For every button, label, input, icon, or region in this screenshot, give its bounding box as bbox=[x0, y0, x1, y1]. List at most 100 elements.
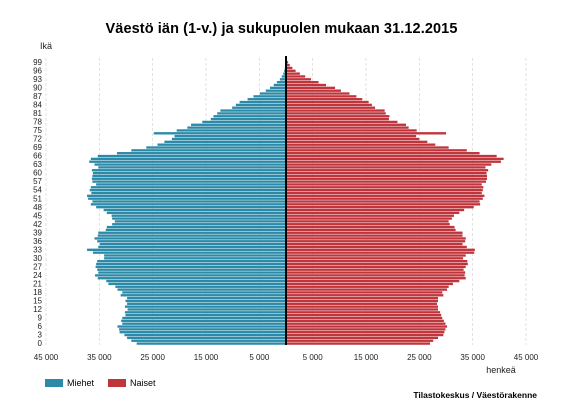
y-tick-78: 78 bbox=[33, 118, 42, 127]
female-bar-age-90 bbox=[286, 86, 336, 90]
female-bar-age-42 bbox=[286, 223, 450, 226]
male-bar-age-89 bbox=[265, 89, 286, 92]
male-bar-age-94 bbox=[281, 75, 286, 78]
female-bar-age-51 bbox=[286, 197, 483, 200]
female-bar-age-27 bbox=[286, 265, 466, 269]
male-bar-age-77 bbox=[191, 123, 286, 126]
female-bar-age-63 bbox=[286, 163, 492, 166]
female-bar-age-9 bbox=[286, 316, 443, 320]
y-tick-30: 30 bbox=[33, 254, 42, 263]
male-bars bbox=[87, 58, 287, 345]
male-bar-age-13 bbox=[124, 305, 286, 308]
male-bar-age-57 bbox=[92, 180, 287, 183]
female-bar-age-89 bbox=[286, 89, 341, 92]
legend-entry-female: Naiset bbox=[108, 378, 156, 388]
male-bar-age-2 bbox=[127, 336, 286, 340]
male-bar-age-29 bbox=[97, 260, 286, 263]
male-bar-age-4 bbox=[119, 331, 286, 334]
x-tick-7: 25 000 bbox=[407, 353, 432, 362]
y-tick-75: 75 bbox=[33, 126, 42, 135]
male-bar-age-81 bbox=[217, 112, 286, 115]
x-tick-3: 15 000 bbox=[194, 353, 219, 362]
y-tick-18: 18 bbox=[33, 288, 42, 297]
male-bar-age-16 bbox=[127, 296, 286, 300]
female-bar-age-58 bbox=[286, 177, 488, 180]
female-bar-age-8 bbox=[286, 319, 444, 323]
male-bar-age-17 bbox=[120, 294, 287, 297]
female-bar-age-49 bbox=[286, 203, 481, 206]
male-bar-age-85 bbox=[239, 100, 286, 104]
female-bar-age-54 bbox=[286, 188, 483, 192]
female-bars bbox=[286, 58, 504, 345]
female-bar-age-62 bbox=[286, 166, 486, 169]
y-tick-72: 72 bbox=[33, 135, 42, 144]
male-bar-age-20 bbox=[115, 285, 286, 288]
y-tick-81: 81 bbox=[33, 109, 42, 118]
male-bar-age-21 bbox=[108, 282, 287, 286]
female-bar-age-11 bbox=[286, 311, 441, 314]
female-bar-age-14 bbox=[286, 302, 437, 305]
female-bar-age-79 bbox=[286, 117, 389, 121]
female-bar-age-84 bbox=[286, 103, 372, 107]
male-bar-age-78 bbox=[202, 120, 286, 124]
chart-title: Väestö iän (1-v.) ja sukupuolen mukaan 3… bbox=[105, 21, 458, 37]
x-tick-1: 35 000 bbox=[87, 353, 112, 362]
y-tick-90: 90 bbox=[33, 83, 42, 92]
female-bar-age-32 bbox=[286, 251, 475, 254]
source-credit: Tilastokeskus / Väestörakenne bbox=[413, 390, 537, 400]
male-bar-age-37 bbox=[94, 237, 287, 240]
female-bar-age-81 bbox=[286, 112, 386, 115]
y-tick-36: 36 bbox=[33, 237, 42, 246]
male-bar-age-59 bbox=[92, 174, 287, 178]
y-tick-93: 93 bbox=[33, 75, 42, 84]
male-bar-age-41 bbox=[106, 225, 286, 229]
y-tick-42: 42 bbox=[33, 220, 42, 229]
male-bar-age-87 bbox=[253, 95, 286, 98]
female-bar-age-18 bbox=[286, 291, 443, 294]
male-bar-age-43 bbox=[114, 220, 286, 223]
female-bar-age-23 bbox=[286, 277, 466, 280]
male-bar-age-56 bbox=[96, 183, 286, 186]
male-bar-age-82 bbox=[220, 109, 286, 112]
female-bar-age-4 bbox=[286, 331, 445, 334]
female-bar-age-64 bbox=[286, 160, 501, 163]
female-bar-age-35 bbox=[286, 242, 463, 246]
male-bar-age-27 bbox=[95, 265, 286, 269]
female-bar-age-47 bbox=[286, 208, 465, 212]
male-bar-age-58 bbox=[91, 177, 286, 180]
male-bar-age-54 bbox=[89, 188, 286, 192]
female-bar-age-94 bbox=[286, 75, 306, 78]
male-bar-age-11 bbox=[124, 311, 286, 314]
female-bar-age-77 bbox=[286, 123, 406, 126]
y-tick-3: 3 bbox=[38, 331, 43, 340]
female-bar-age-22 bbox=[286, 279, 460, 283]
y-tick-87: 87 bbox=[33, 92, 42, 101]
male-bar-age-24 bbox=[95, 274, 286, 277]
y-tick-12: 12 bbox=[33, 305, 42, 314]
male-bar-age-53 bbox=[91, 191, 286, 195]
female-bar-age-85 bbox=[286, 100, 369, 104]
y-tick-27: 27 bbox=[33, 262, 42, 271]
female-bar-age-68 bbox=[286, 149, 467, 152]
male-bar-age-30 bbox=[104, 257, 286, 260]
female-bar-age-57 bbox=[286, 180, 486, 183]
female-bar-age-91 bbox=[286, 83, 326, 87]
male-bar-age-74 bbox=[153, 132, 286, 135]
female-bar-age-55 bbox=[286, 186, 484, 189]
male-bar-age-51 bbox=[88, 197, 286, 200]
male-bar-age-92 bbox=[276, 80, 286, 84]
female-bar-age-43 bbox=[286, 220, 449, 223]
male-bar-age-70 bbox=[157, 143, 286, 146]
male-bar-age-52 bbox=[87, 194, 286, 197]
male-bar-age-46 bbox=[106, 211, 286, 215]
female-bar-age-3 bbox=[286, 333, 444, 337]
male-bar-age-67 bbox=[116, 152, 286, 155]
legend-swatch-male bbox=[45, 379, 63, 387]
x-tick-2: 25 000 bbox=[140, 353, 165, 362]
female-bar-age-88 bbox=[286, 92, 350, 95]
male-bar-age-72 bbox=[171, 137, 286, 141]
legend-label-male: Miehet bbox=[67, 378, 95, 388]
female-bar-age-39 bbox=[286, 231, 463, 234]
y-tick-24: 24 bbox=[33, 271, 42, 280]
male-bar-age-90 bbox=[270, 86, 286, 90]
